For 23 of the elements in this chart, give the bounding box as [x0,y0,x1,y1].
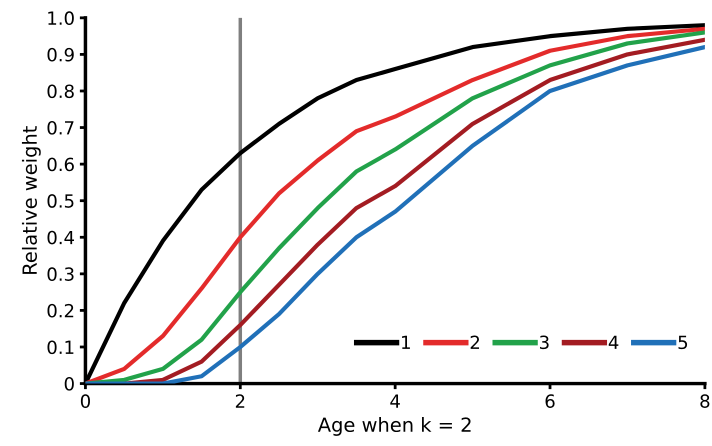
y-tick-label: 0.6 [48,158,74,172]
x-tick-label: 0 [80,394,90,408]
y-tick-label: 0 [64,377,74,391]
y-axis-title: Relative weight [22,126,41,274]
y-tick-label: 0.1 [48,340,74,354]
legend-label: 5 [678,336,688,350]
y-tick-label: 0.7 [48,121,74,135]
text: 1.0 [48,11,74,25]
legend-label: 4 [608,336,618,349]
y-tick-label: 0.5 [48,194,74,208]
legend-label: 3 [540,336,549,350]
x-tick-label: 4 [390,394,400,408]
y-tick-label: 0.8 [48,84,74,98]
x-tick-label: 8 [700,394,710,408]
legend-label: 2 [470,336,480,349]
y-tick-label: 0.3 [48,267,74,281]
y-tick-label: 0.4 [48,230,74,244]
y-tick-label: 0.9 [48,48,74,62]
x-tick-label: 2 [236,394,244,408]
y-tick-label: 0.2 [48,304,74,318]
legend-label: 1 [402,336,410,349]
x-tick-label: 6 [546,394,555,408]
x-axis-title: Age when k = 2 [318,417,471,436]
